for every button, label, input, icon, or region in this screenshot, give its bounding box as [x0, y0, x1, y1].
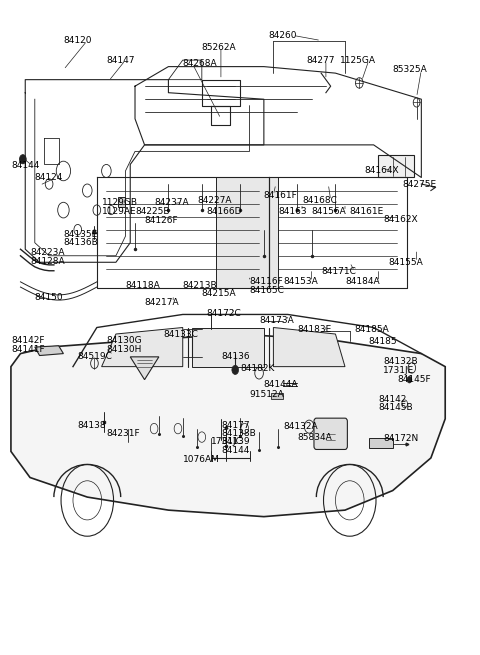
Text: 84162X: 84162X — [383, 215, 418, 225]
Text: 84173A: 84173A — [259, 316, 294, 326]
Text: 84177: 84177 — [221, 421, 250, 430]
Polygon shape — [35, 346, 63, 356]
Text: 84231F: 84231F — [107, 429, 140, 438]
Text: 84126F: 84126F — [144, 216, 178, 225]
Text: 1129GB: 1129GB — [102, 198, 138, 207]
Text: 84138B: 84138B — [221, 428, 256, 438]
Text: 84164X: 84164X — [364, 166, 399, 176]
Text: 84141F: 84141F — [11, 345, 45, 354]
Text: 84144: 84144 — [11, 161, 39, 170]
Text: 84260: 84260 — [269, 31, 297, 40]
FancyBboxPatch shape — [314, 418, 348, 449]
Text: 84139: 84139 — [221, 437, 250, 446]
Text: 84144A: 84144A — [264, 380, 299, 389]
Text: 84155A: 84155A — [388, 258, 423, 267]
Polygon shape — [130, 357, 159, 380]
Text: 84275E: 84275E — [402, 179, 436, 189]
Text: 84118A: 84118A — [125, 280, 160, 290]
Text: 84116F: 84116F — [250, 277, 283, 286]
Text: 85834A: 85834A — [297, 432, 332, 441]
Text: 84130G: 84130G — [107, 336, 142, 345]
Text: 84225B: 84225B — [135, 207, 169, 216]
Text: 84132B: 84132B — [383, 357, 418, 366]
Text: 84519C: 84519C — [78, 352, 113, 362]
Text: 84185: 84185 — [369, 337, 397, 346]
Polygon shape — [11, 334, 445, 517]
Circle shape — [20, 155, 26, 164]
Text: 84171C: 84171C — [321, 267, 356, 276]
Text: 84145F: 84145F — [397, 375, 431, 384]
Text: 1125GA: 1125GA — [340, 56, 376, 65]
Polygon shape — [369, 438, 393, 448]
Text: 1129AE: 1129AE — [102, 207, 136, 216]
Text: 91512A: 91512A — [250, 390, 284, 399]
Text: 1731JE: 1731JE — [383, 366, 414, 375]
Text: 84142F: 84142F — [11, 336, 45, 345]
Text: 85262A: 85262A — [202, 43, 237, 52]
Polygon shape — [274, 328, 345, 367]
Text: 84268A: 84268A — [183, 59, 217, 68]
Polygon shape — [271, 393, 283, 400]
Text: 84182K: 84182K — [240, 364, 275, 373]
Circle shape — [232, 365, 239, 375]
Polygon shape — [216, 178, 278, 288]
Text: 84185A: 84185A — [355, 325, 389, 334]
Polygon shape — [378, 155, 414, 178]
Text: 84237A: 84237A — [154, 198, 189, 207]
Polygon shape — [118, 197, 125, 207]
Text: 84138: 84138 — [78, 421, 107, 430]
Text: 84165C: 84165C — [250, 286, 285, 295]
Polygon shape — [192, 328, 264, 367]
Text: 1731JC: 1731JC — [211, 437, 243, 446]
Text: 85325A: 85325A — [393, 66, 428, 75]
Text: 84161E: 84161E — [350, 207, 384, 216]
Text: 84166D: 84166D — [206, 207, 242, 216]
Polygon shape — [102, 328, 183, 367]
Text: 84277: 84277 — [307, 56, 336, 65]
Text: 84153A: 84153A — [283, 277, 318, 286]
Text: 84128A: 84128A — [30, 257, 65, 266]
Text: 84135E: 84135E — [63, 230, 97, 238]
Text: 84136: 84136 — [221, 352, 250, 362]
Text: 84133C: 84133C — [164, 329, 199, 339]
Text: 84130H: 84130H — [107, 345, 142, 354]
Text: 84168C: 84168C — [302, 196, 337, 205]
Text: 84172C: 84172C — [206, 309, 241, 318]
Text: 84144: 84144 — [221, 445, 249, 455]
Text: 84184A: 84184A — [345, 277, 380, 286]
Text: 84142: 84142 — [378, 395, 407, 403]
Text: 84150: 84150 — [35, 293, 63, 302]
Text: 84145B: 84145B — [378, 403, 413, 412]
Text: 84223A: 84223A — [30, 248, 64, 257]
Text: 84147: 84147 — [107, 56, 135, 65]
Text: 84183E: 84183E — [297, 325, 332, 334]
Text: 84215A: 84215A — [202, 289, 237, 298]
Text: 84161F: 84161F — [264, 191, 298, 200]
Text: 84124: 84124 — [35, 173, 63, 182]
Text: 84172N: 84172N — [383, 434, 419, 443]
Text: 84163: 84163 — [278, 207, 307, 216]
Text: 84156A: 84156A — [312, 207, 347, 216]
Text: 84136B: 84136B — [63, 238, 98, 247]
Text: 84217A: 84217A — [144, 298, 179, 307]
Text: 84120: 84120 — [63, 36, 92, 45]
Text: 1076AM: 1076AM — [183, 455, 220, 464]
Text: 84132A: 84132A — [283, 422, 318, 431]
Text: 84213B: 84213B — [183, 280, 217, 290]
Circle shape — [407, 377, 412, 383]
Text: 84227A: 84227A — [197, 196, 231, 205]
